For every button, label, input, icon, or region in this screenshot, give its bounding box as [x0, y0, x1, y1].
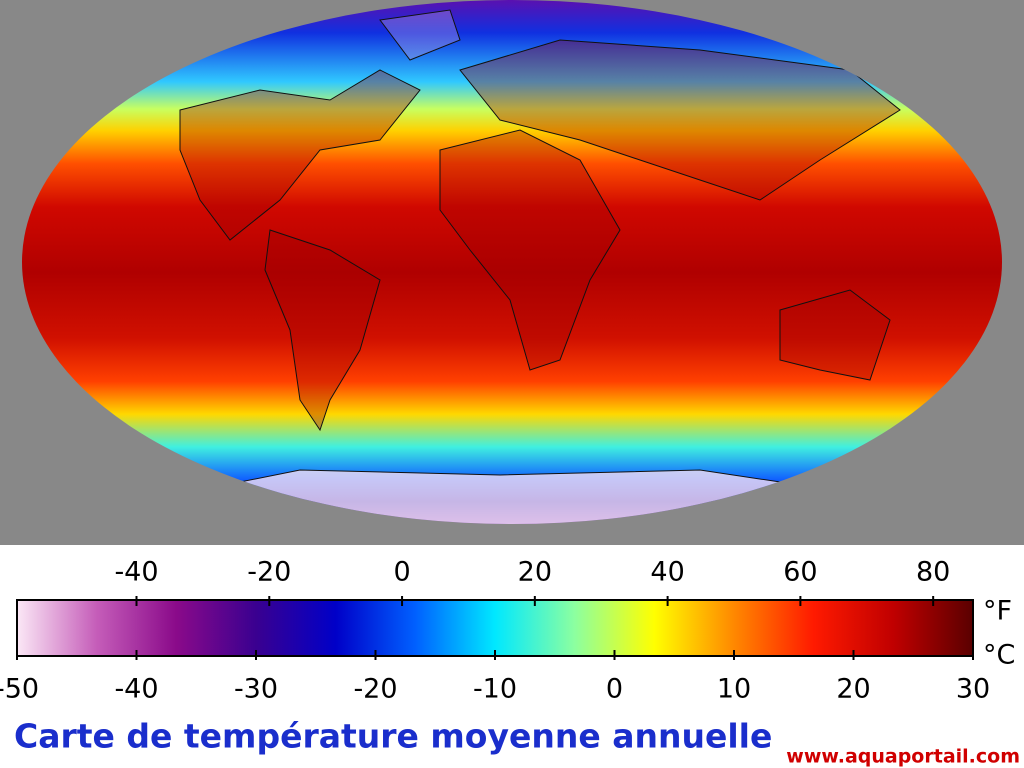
- c-tick-label: -50: [0, 674, 39, 705]
- watermark: www.aquaportail.com: [786, 746, 1020, 768]
- unit-c: °C: [983, 640, 1015, 671]
- colorbar: [16, 599, 974, 657]
- c-tick-label: -10: [473, 674, 517, 705]
- c-tick-label: -40: [114, 674, 158, 705]
- c-tick-label: 30: [956, 674, 990, 705]
- f-tick-label: 0: [393, 557, 410, 588]
- f-tick-label: 40: [650, 557, 684, 588]
- f-tick-label: 20: [518, 557, 552, 588]
- unit-f: °F: [983, 596, 1012, 627]
- c-tick-label: 20: [836, 674, 870, 705]
- c-tick-label: -30: [234, 674, 278, 705]
- temperature-field: [22, 0, 1002, 524]
- f-tick-label: -20: [247, 557, 291, 588]
- f-tick-label: -40: [114, 557, 158, 588]
- f-tick-label: 80: [916, 557, 950, 588]
- f-tick-label: 60: [783, 557, 817, 588]
- map-title: Carte de température moyenne annuelle: [14, 717, 772, 756]
- c-tick-label: -20: [353, 674, 397, 705]
- map: [22, 0, 1002, 524]
- c-tick-label: 10: [717, 674, 751, 705]
- c-tick-label: 0: [606, 674, 623, 705]
- continents: [149, 9, 901, 524]
